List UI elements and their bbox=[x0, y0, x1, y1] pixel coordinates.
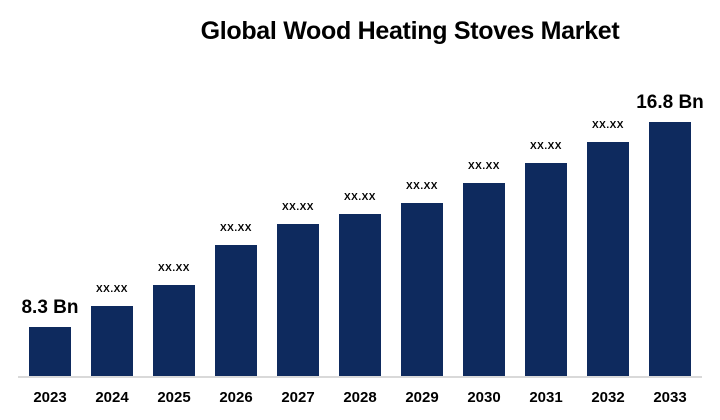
bar-2030 bbox=[463, 183, 505, 376]
x-axis-label-2026: 2026 bbox=[219, 389, 253, 406]
bar-2023 bbox=[29, 327, 71, 376]
x-axis-label-2028: 2028 bbox=[343, 389, 377, 406]
bar-2025 bbox=[153, 285, 195, 376]
bar-value-label-2028: XX.XX bbox=[344, 192, 376, 203]
x-axis-line bbox=[18, 376, 702, 378]
bar-2028 bbox=[339, 214, 381, 376]
bar-value-label-2027: XX.XX bbox=[282, 202, 314, 213]
bar-value-label-2032: XX.XX bbox=[592, 120, 624, 131]
bar-value-label-2025: XX.XX bbox=[158, 263, 190, 274]
bar-value-label-2023: 8.3 Bn bbox=[21, 297, 79, 318]
bar-2029 bbox=[401, 203, 443, 376]
bar-value-label-2031: XX.XX bbox=[530, 141, 562, 152]
x-axis-label-2033: 2033 bbox=[653, 389, 687, 406]
x-axis-label-2024: 2024 bbox=[95, 389, 129, 406]
x-axis-label-2029: 2029 bbox=[405, 389, 439, 406]
bar-value-label-2030: XX.XX bbox=[468, 161, 500, 172]
bar-2024 bbox=[91, 306, 133, 376]
bar-value-label-2024: XX.XX bbox=[96, 284, 128, 295]
x-axis-label-2025: 2025 bbox=[157, 389, 191, 406]
x-axis-label-2027: 2027 bbox=[281, 389, 315, 406]
bar-2026 bbox=[215, 245, 257, 376]
bar-value-label-2026: XX.XX bbox=[220, 223, 252, 234]
x-axis-label-2023: 2023 bbox=[33, 389, 67, 406]
bar-2032 bbox=[587, 142, 629, 376]
bar-2033 bbox=[649, 122, 691, 376]
bar-2031 bbox=[525, 163, 567, 376]
x-axis-label-2030: 2030 bbox=[467, 389, 501, 406]
x-axis-label-2032: 2032 bbox=[591, 389, 625, 406]
bar-value-label-2033: 16.8 Bn bbox=[636, 92, 704, 113]
bar-2027 bbox=[277, 224, 319, 376]
chart-title: Global Wood Heating Stoves Market bbox=[200, 17, 620, 45]
bar-value-label-2029: XX.XX bbox=[406, 181, 438, 192]
x-axis-label-2031: 2031 bbox=[529, 389, 563, 406]
